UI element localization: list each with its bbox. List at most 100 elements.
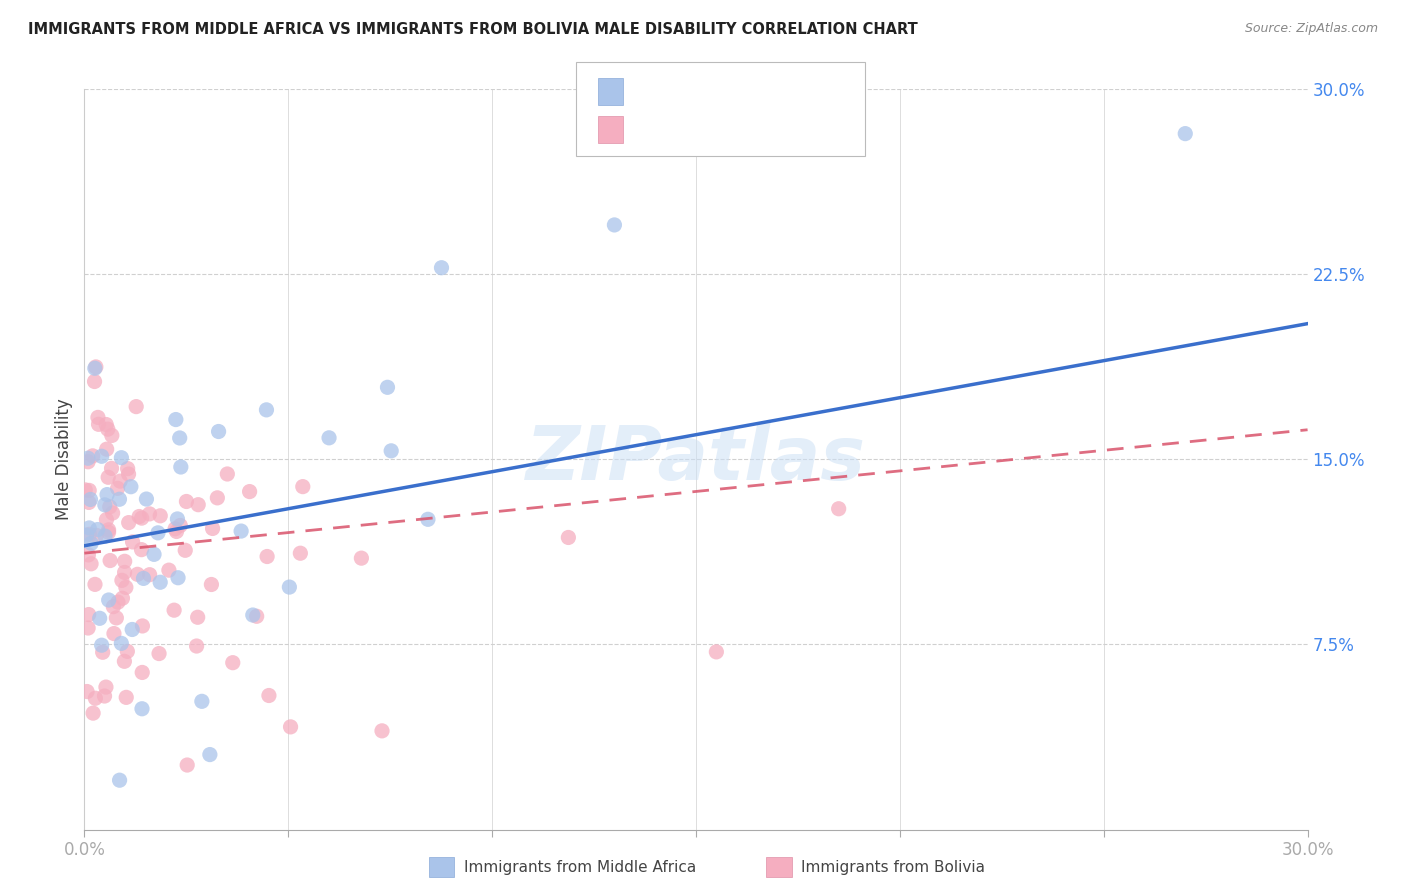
Point <box>148 647 170 661</box>
Point <box>108 474 131 488</box>
Point <box>82 706 104 720</box>
Point <box>97 525 120 540</box>
Point <box>143 547 166 561</box>
Point <box>103 599 125 614</box>
Point <box>103 626 125 640</box>
Point <box>169 518 191 533</box>
Point <box>86 528 108 542</box>
Point <box>83 375 105 389</box>
Point <box>186 639 208 653</box>
Point <box>98 553 121 567</box>
Point <box>108 773 131 788</box>
Point <box>191 694 214 708</box>
Point <box>76 528 98 542</box>
Point <box>127 567 149 582</box>
Point <box>187 610 209 624</box>
Point <box>170 460 193 475</box>
Point <box>120 480 142 494</box>
Point <box>176 758 198 772</box>
Point <box>166 512 188 526</box>
Text: Source: ZipAtlas.com: Source: ZipAtlas.com <box>1244 22 1378 36</box>
Point <box>169 431 191 445</box>
Point <box>246 609 269 624</box>
Point <box>90 450 112 464</box>
Point <box>117 644 139 658</box>
Text: Immigrants from Bolivia: Immigrants from Bolivia <box>801 861 986 875</box>
Text: R = 0.148: R = 0.148 <box>634 123 717 141</box>
Y-axis label: Male Disability: Male Disability <box>55 399 73 520</box>
Point <box>97 593 120 607</box>
Point <box>94 680 117 694</box>
Point <box>166 524 188 539</box>
Point <box>280 720 302 734</box>
Point <box>80 536 103 550</box>
Point <box>112 654 135 668</box>
Point <box>107 481 129 495</box>
Point <box>121 535 143 549</box>
Point <box>125 400 148 414</box>
Point <box>79 492 101 507</box>
Point <box>131 619 153 633</box>
Point <box>257 689 280 703</box>
Point <box>118 516 141 530</box>
Text: N = 91: N = 91 <box>740 123 801 141</box>
Point <box>111 574 134 588</box>
Point <box>97 422 120 436</box>
Point <box>377 380 399 394</box>
Point <box>91 645 114 659</box>
Point <box>111 591 134 606</box>
Point <box>86 523 108 537</box>
Point <box>138 567 160 582</box>
Point <box>89 611 111 625</box>
Point <box>77 548 100 562</box>
Point <box>93 689 115 703</box>
Point <box>242 607 264 622</box>
Point <box>430 260 453 275</box>
Point <box>75 483 97 497</box>
Point <box>371 723 394 738</box>
Point <box>187 498 209 512</box>
Point <box>117 461 139 475</box>
Point <box>222 656 245 670</box>
Point <box>110 450 132 465</box>
Point <box>146 525 169 540</box>
Text: Immigrants from Middle Africa: Immigrants from Middle Africa <box>464 861 696 875</box>
Point <box>416 512 439 526</box>
Point <box>96 442 118 457</box>
Point <box>135 491 157 506</box>
Point <box>557 531 579 545</box>
Point <box>79 527 101 541</box>
Point <box>380 443 402 458</box>
Point <box>198 747 221 762</box>
Point <box>603 218 626 232</box>
Point <box>100 461 122 475</box>
Point <box>84 359 107 374</box>
Point <box>77 483 100 498</box>
Point <box>131 542 153 557</box>
Point <box>157 563 180 577</box>
Point <box>231 524 253 538</box>
Point <box>176 494 198 508</box>
Point <box>110 636 132 650</box>
Point <box>97 470 120 484</box>
Point <box>80 557 103 571</box>
Point <box>165 412 187 426</box>
Point <box>96 487 118 501</box>
Point <box>217 467 239 481</box>
Point <box>138 507 160 521</box>
Point <box>207 425 229 439</box>
Point <box>350 551 373 566</box>
Point <box>239 484 262 499</box>
Point <box>94 498 117 512</box>
Text: ZIPatlas: ZIPatlas <box>526 423 866 496</box>
Point <box>96 417 118 432</box>
Point <box>98 500 121 514</box>
Point <box>77 621 100 635</box>
Point <box>101 506 124 520</box>
Point <box>84 577 107 591</box>
Point <box>131 665 153 680</box>
Point <box>131 702 153 716</box>
Point <box>84 691 107 706</box>
Point <box>82 449 104 463</box>
Point <box>114 566 136 580</box>
